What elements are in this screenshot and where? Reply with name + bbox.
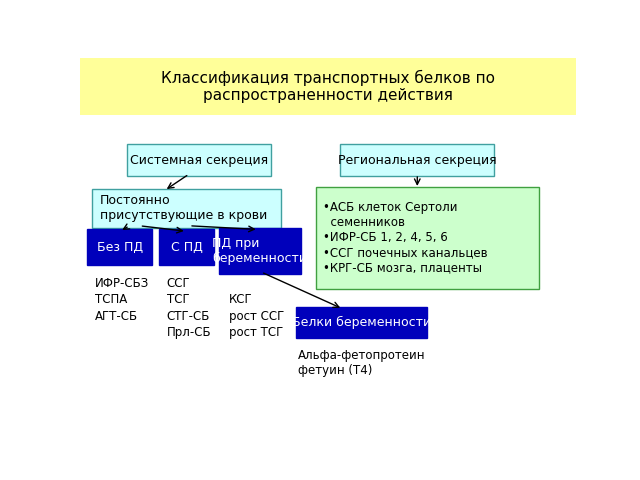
Text: Классификация транспортных белков по
распространенности действия: Классификация транспортных белков по рас… — [161, 70, 495, 103]
Text: Альфа-фетопротеин
фетуин (Т4): Альфа-фетопротеин фетуин (Т4) — [298, 348, 426, 376]
Text: Региональная секреция: Региональная секреция — [338, 154, 497, 167]
FancyBboxPatch shape — [316, 187, 539, 288]
FancyBboxPatch shape — [80, 58, 576, 115]
FancyBboxPatch shape — [127, 144, 271, 176]
FancyBboxPatch shape — [92, 189, 281, 228]
Text: Системная секреция: Системная секреция — [130, 154, 268, 167]
Text: рост ССГ: рост ССГ — [229, 310, 284, 323]
Text: ИФР-СБЗ: ИФР-СБЗ — [95, 276, 149, 289]
Text: АГТ-СБ: АГТ-СБ — [95, 310, 138, 323]
Text: Постоянно
присутствующие в крови: Постоянно присутствующие в крови — [100, 194, 267, 222]
Text: ПД при
беременности: ПД при беременности — [212, 237, 307, 265]
Text: Прл-СБ: Прл-СБ — [167, 326, 211, 339]
Text: С ПД: С ПД — [171, 240, 203, 253]
Text: СТГ-СБ: СТГ-СБ — [167, 310, 210, 323]
Text: ССГ: ССГ — [167, 276, 191, 289]
Text: •АСБ клеток Сертоли
  семенников
•ИФР-СБ 1, 2, 4, 5, 6
•ССГ почечных канальцев
•: •АСБ клеток Сертоли семенников •ИФР-СБ 1… — [323, 201, 488, 274]
FancyBboxPatch shape — [88, 229, 152, 264]
Text: рост ТСГ: рост ТСГ — [229, 326, 283, 339]
FancyBboxPatch shape — [340, 144, 494, 176]
Text: Белки беременности: Белки беременности — [292, 316, 431, 329]
FancyBboxPatch shape — [296, 307, 428, 338]
Text: ТСГ: ТСГ — [167, 293, 189, 306]
Text: ТСПА: ТСПА — [95, 293, 127, 306]
Text: КСГ: КСГ — [229, 293, 252, 306]
FancyBboxPatch shape — [159, 229, 214, 264]
Text: Без ПД: Без ПД — [97, 240, 143, 253]
FancyBboxPatch shape — [219, 228, 301, 274]
